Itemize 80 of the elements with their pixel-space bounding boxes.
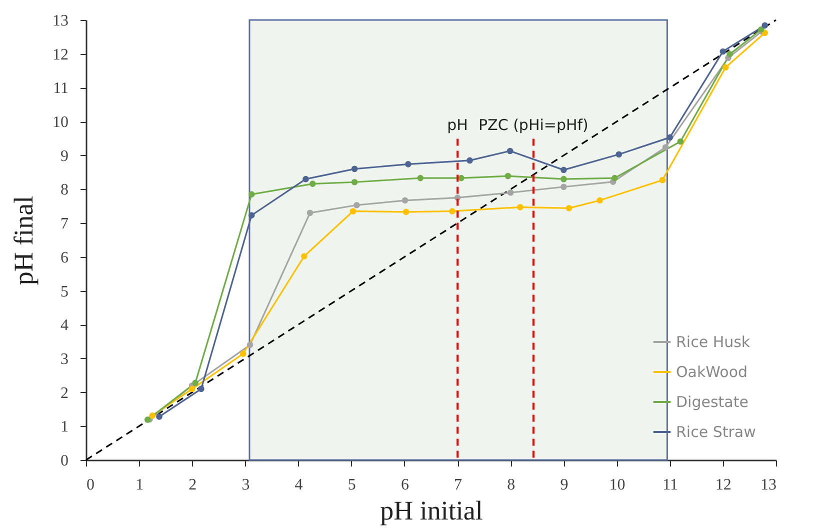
point: [507, 189, 514, 196]
x-tick-label: 13: [760, 476, 776, 494]
x-axis-title: pH initial: [380, 496, 483, 526]
point: [762, 22, 768, 29]
y-tick-label: 3: [60, 350, 68, 368]
point: [306, 210, 314, 216]
y-tick-label: 1: [60, 418, 68, 436]
point: [504, 172, 512, 180]
point: [248, 212, 255, 218]
point: [350, 208, 356, 214]
point: [354, 202, 360, 208]
point: [726, 51, 733, 58]
point: [417, 174, 424, 182]
legend-label: Rice Straw: [676, 423, 756, 441]
y-tick-label: 11: [53, 80, 68, 98]
point: [402, 197, 408, 204]
y-tick-label: 13: [52, 12, 68, 30]
point: [566, 205, 572, 212]
point: [722, 64, 729, 71]
x-tick-label: 5: [348, 476, 356, 494]
point: [666, 134, 674, 141]
x-tick-label: 12: [715, 476, 732, 494]
x-tick-label: 1: [136, 476, 144, 494]
point: [659, 176, 666, 184]
point: [240, 350, 246, 357]
point: [466, 157, 473, 164]
point: [720, 48, 726, 55]
point: [506, 148, 514, 154]
point: [677, 138, 684, 145]
point: [156, 414, 162, 420]
point: [149, 412, 156, 419]
y-tick-label: 9: [60, 148, 68, 165]
x-tick-label: 2: [188, 476, 197, 494]
point: [300, 253, 308, 260]
point: [405, 161, 412, 168]
legend-label: OakWood: [676, 363, 748, 381]
point: [246, 342, 254, 348]
x-tick-label: 4: [294, 476, 303, 494]
point: [449, 208, 456, 214]
x-tick-label: 8: [507, 476, 516, 494]
x-tick-label: 11: [662, 476, 678, 494]
point: [517, 204, 524, 210]
ref-line-label: PZC (pHi=pHf): [478, 116, 588, 134]
point: [458, 174, 464, 182]
point: [560, 176, 567, 182]
x-tick-label: 7: [454, 476, 462, 494]
x-tick-label: 10: [609, 476, 626, 494]
y-tick-label: 12: [52, 46, 68, 64]
point: [560, 166, 567, 174]
x-tick-label: 9: [560, 476, 568, 494]
point: [560, 184, 567, 190]
y-tick-label: 7: [60, 216, 68, 233]
point: [611, 174, 618, 182]
point: [248, 191, 255, 198]
point: [351, 178, 358, 186]
point: [309, 180, 316, 187]
y-axis-title: pH final: [8, 196, 38, 286]
point: [351, 166, 358, 172]
x-tick-label: 3: [242, 476, 250, 494]
ref-line-label: pH: [447, 116, 468, 134]
legend-label: Digestate: [676, 393, 748, 411]
y-tick-label: 5: [60, 283, 68, 300]
y-tick-label: 10: [52, 114, 68, 132]
point: [198, 386, 204, 392]
point: [144, 416, 151, 423]
point: [302, 176, 309, 182]
x-tick-label: 6: [400, 476, 409, 494]
point: [616, 151, 622, 158]
y-tick-label: 0: [60, 452, 68, 470]
point: [596, 197, 603, 204]
y-tick-label: 8: [60, 182, 68, 199]
x-tick-label: 0: [86, 476, 94, 494]
point: [192, 380, 198, 386]
legend-label: Rice Husk: [676, 333, 750, 351]
point: [662, 144, 669, 150]
point: [188, 386, 196, 392]
point: [402, 208, 410, 216]
y-tick-label: 4: [60, 317, 68, 334]
y-tick-label: 6: [60, 249, 68, 266]
y-tick-label: 2: [60, 384, 68, 402]
